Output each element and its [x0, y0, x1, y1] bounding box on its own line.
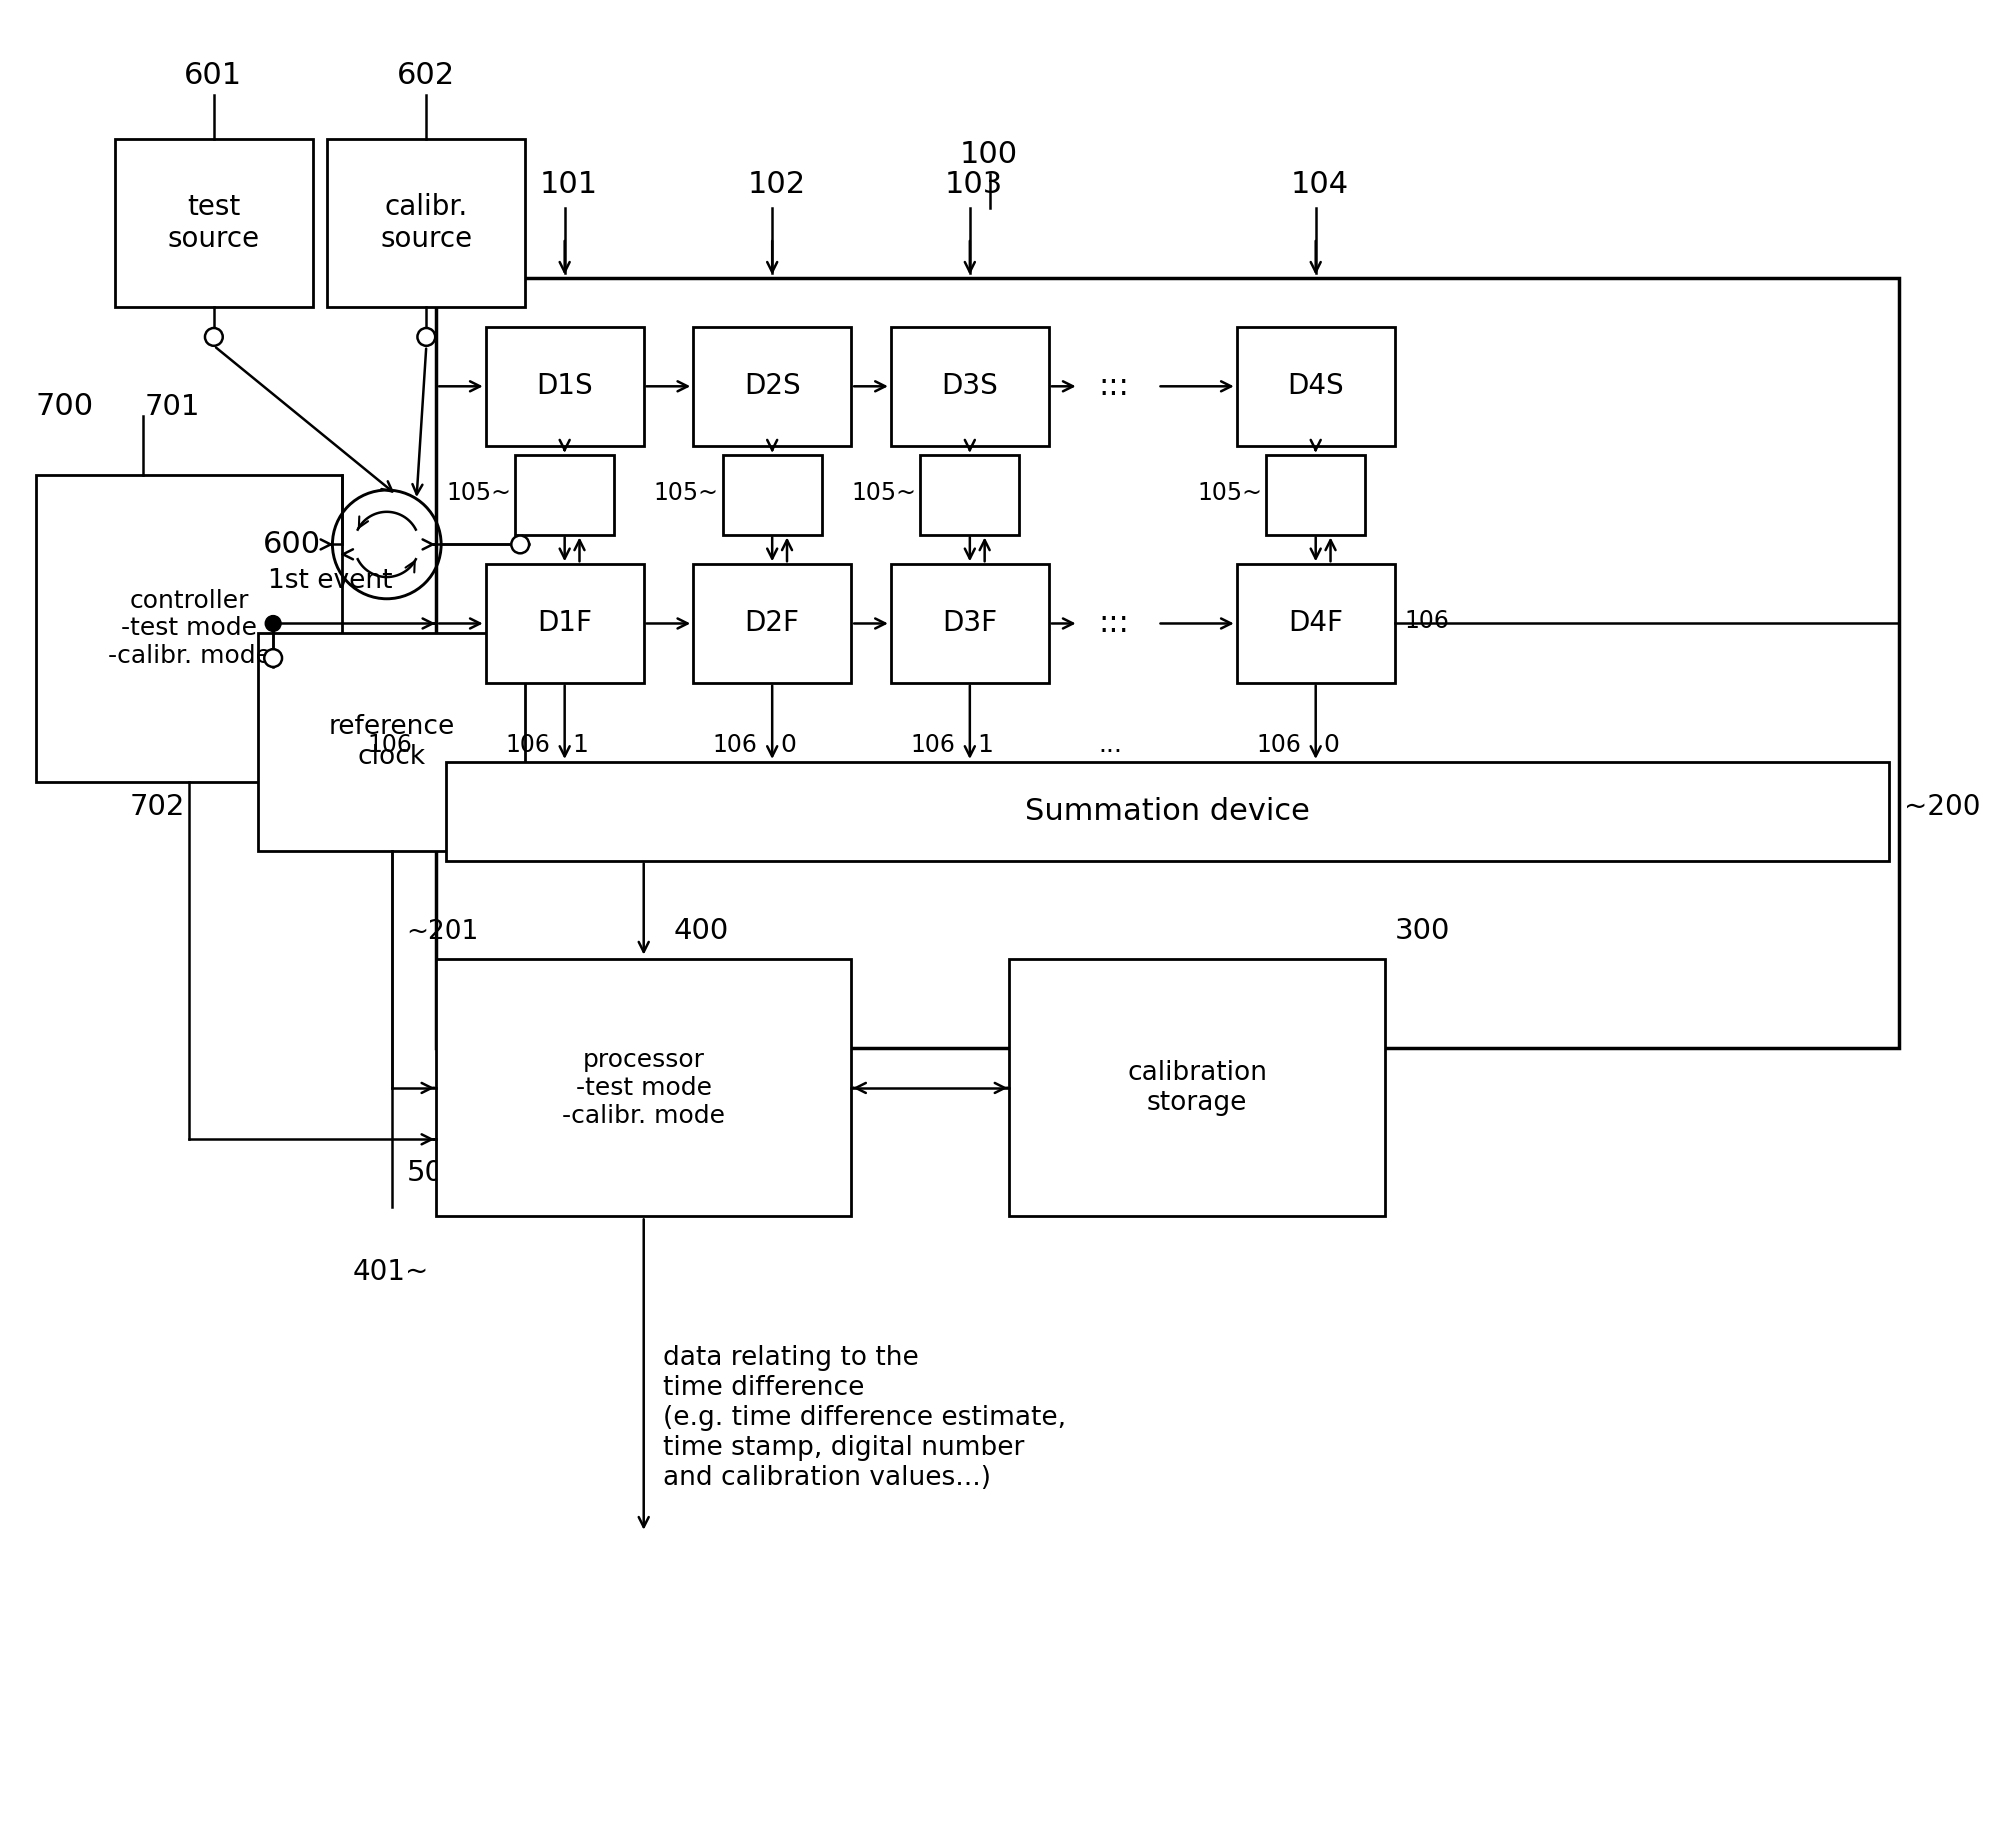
- Bar: [115, 139, 313, 307]
- Text: 300: 300: [1396, 917, 1449, 944]
- Text: 103: 103: [946, 170, 1003, 198]
- Text: 105~: 105~: [852, 481, 916, 505]
- Text: ...: ...: [1099, 732, 1123, 758]
- Text: data relating to the
time difference
(e.g. time difference estimate,
time stamp,: data relating to the time difference (e.…: [663, 1345, 1067, 1491]
- Text: D1S: D1S: [536, 371, 593, 401]
- Text: 101: 101: [540, 170, 597, 198]
- Text: 400: 400: [673, 917, 729, 944]
- Text: 102: 102: [747, 170, 806, 198]
- Bar: [436, 959, 852, 1217]
- Text: 0: 0: [780, 732, 796, 758]
- Text: 600: 600: [263, 531, 321, 560]
- Text: 701: 701: [145, 393, 201, 421]
- Bar: [486, 328, 643, 445]
- Bar: [723, 456, 822, 534]
- Text: reference
clock: reference clock: [329, 714, 454, 770]
- Text: Summation device: Summation device: [1025, 796, 1310, 825]
- Text: 105~: 105~: [1197, 481, 1262, 505]
- Bar: [436, 278, 1899, 1049]
- Text: D2F: D2F: [745, 609, 800, 637]
- Text: ~201: ~201: [406, 919, 478, 944]
- Text: 702: 702: [129, 792, 185, 822]
- Text: 112: 112: [530, 597, 579, 624]
- Text: :::: :::: [1099, 609, 1129, 639]
- Text: 105~: 105~: [653, 481, 719, 505]
- Text: 106: 106: [713, 732, 759, 758]
- Text: ~200: ~200: [1903, 792, 1981, 822]
- Text: D4S: D4S: [1288, 371, 1344, 401]
- Text: 111: 111: [536, 509, 585, 534]
- Text: 105~: 105~: [446, 481, 512, 505]
- Text: 700: 700: [36, 392, 94, 421]
- Circle shape: [205, 328, 223, 346]
- Bar: [1236, 328, 1396, 445]
- Bar: [486, 564, 643, 683]
- Text: 0: 0: [1324, 732, 1340, 758]
- Bar: [890, 564, 1049, 683]
- Bar: [693, 564, 852, 683]
- Circle shape: [418, 328, 436, 346]
- Text: D1F: D1F: [538, 609, 591, 637]
- Text: D3S: D3S: [942, 371, 997, 401]
- Bar: [516, 456, 613, 534]
- Text: 106: 106: [366, 732, 412, 758]
- Text: test
source: test source: [167, 192, 261, 254]
- Text: 100: 100: [960, 139, 1017, 168]
- Text: D3F: D3F: [942, 609, 997, 637]
- Text: 602: 602: [396, 60, 454, 90]
- Bar: [693, 328, 852, 445]
- Bar: [920, 456, 1019, 534]
- Text: calibr.
source: calibr. source: [380, 192, 472, 254]
- Text: processor
-test mode
-calibr. mode: processor -test mode -calibr. mode: [561, 1049, 725, 1127]
- Text: 1: 1: [573, 732, 589, 758]
- Bar: [36, 476, 342, 781]
- Bar: [327, 139, 526, 307]
- Text: 106: 106: [506, 732, 550, 758]
- Text: :::: :::: [1099, 371, 1129, 401]
- Bar: [446, 761, 1889, 860]
- Circle shape: [512, 536, 530, 553]
- Text: 106: 106: [1404, 609, 1449, 633]
- Text: 104: 104: [1290, 170, 1350, 198]
- Text: 106: 106: [910, 732, 956, 758]
- Bar: [1236, 564, 1396, 683]
- Text: 601: 601: [185, 60, 243, 90]
- Text: calibration
storage: calibration storage: [1127, 1060, 1266, 1116]
- Text: 106: 106: [1256, 732, 1302, 758]
- Bar: [1009, 959, 1386, 1217]
- Text: 401~: 401~: [352, 1257, 428, 1286]
- Circle shape: [265, 615, 281, 631]
- Text: 1: 1: [978, 732, 994, 758]
- Text: 1st event: 1st event: [269, 567, 392, 593]
- Bar: [1266, 456, 1366, 534]
- Text: D2S: D2S: [745, 371, 800, 401]
- Text: 500: 500: [406, 1158, 462, 1188]
- Bar: [890, 328, 1049, 445]
- Circle shape: [265, 650, 283, 666]
- Text: D4F: D4F: [1288, 609, 1344, 637]
- Bar: [259, 633, 526, 851]
- Text: controller
-test mode
-calibr. mode: controller -test mode -calibr. mode: [108, 589, 271, 668]
